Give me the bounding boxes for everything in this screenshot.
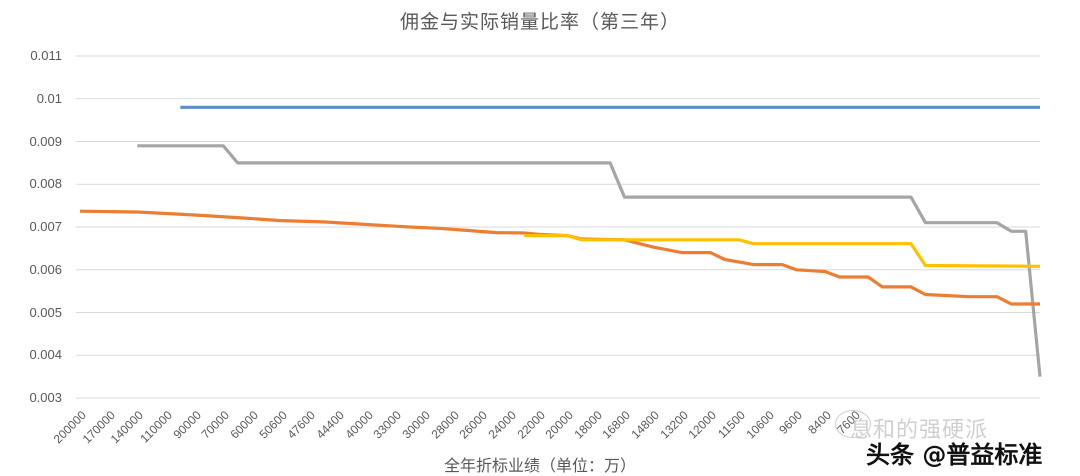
series-line-gray bbox=[137, 144, 1042, 377]
y-tick-label: 0.01 bbox=[36, 90, 62, 106]
y-tick-label: 0.008 bbox=[29, 176, 62, 192]
x-axis-label: 全年折标业绩（单位：万） bbox=[443, 456, 636, 475]
watermark-text: 息和的强硬派 bbox=[850, 418, 989, 443]
y-tick-label: 0.009 bbox=[29, 133, 62, 149]
y-tick-label: 0.011 bbox=[30, 48, 62, 63]
series-line-orange bbox=[79, 209, 1040, 306]
series-line-yellow bbox=[524, 234, 1041, 268]
y-tick-label: 0.007 bbox=[29, 219, 62, 234]
chart-title: 佣金与实际销量比率（第三年） bbox=[399, 11, 680, 33]
watermark-logo-icon bbox=[835, 410, 871, 438]
y-tick-label: 0.003 bbox=[29, 390, 62, 405]
y-tick-label: 0.004 bbox=[29, 347, 62, 363]
y-tick-label: 0.006 bbox=[29, 261, 62, 277]
y-tick-label: 0.005 bbox=[29, 304, 62, 320]
watermark-source: 头条 @普益标准 bbox=[866, 441, 1043, 469]
